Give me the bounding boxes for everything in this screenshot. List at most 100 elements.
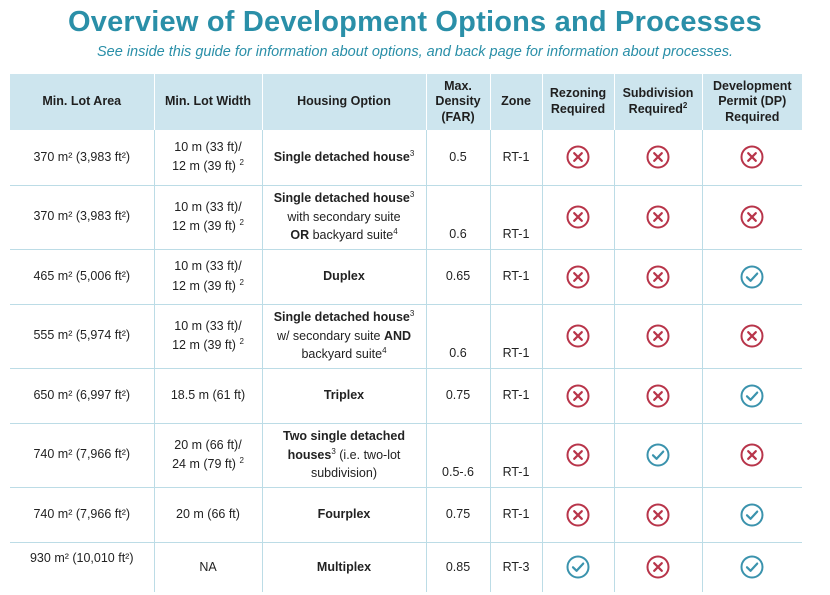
- cell-subdivision: [614, 130, 703, 186]
- table-row: 740 m² (7,966 ft²) 20 m (66 ft) Fourplex…: [10, 487, 802, 543]
- header-min-lot-area: Min. Lot Area: [10, 74, 155, 130]
- check-circle-icon: [646, 443, 670, 467]
- check-circle-icon: [566, 555, 590, 579]
- x-circle-icon: [740, 205, 764, 229]
- header-housing-option: Housing Option: [262, 74, 427, 130]
- check-circle-icon: [740, 384, 764, 408]
- cell-zone: RT-3: [490, 542, 543, 592]
- cell-min-lot-width: 20 m (66 ft)/24 m (79 ft) 2: [154, 423, 263, 488]
- cell-rezoning: [542, 368, 615, 424]
- table-row: 370 m² (3,983 ft²) 10 m (33 ft)/12 m (39…: [10, 185, 802, 250]
- check-circle-icon: [740, 555, 764, 579]
- table-row: 555 m² (5,974 ft²) 10 m (33 ft)/12 m (39…: [10, 304, 802, 369]
- cell-housing-option: Single detached house3 w/ secondary suite…: [262, 304, 427, 369]
- cell-housing-option: Duplex: [262, 249, 427, 305]
- cell-subdivision: [614, 368, 703, 424]
- cell-dp: [702, 249, 802, 305]
- check-circle-icon: [740, 503, 764, 527]
- cell-rezoning: [542, 487, 615, 543]
- x-circle-icon: [646, 265, 670, 289]
- cell-zone: RT-1: [490, 185, 543, 250]
- cell-max-density: 0.6: [426, 185, 491, 250]
- cell-housing-option: Fourplex: [262, 487, 427, 543]
- cell-dp: [702, 304, 802, 369]
- cell-rezoning: [542, 130, 615, 186]
- cell-zone: RT-1: [490, 368, 543, 424]
- x-circle-icon: [646, 145, 670, 169]
- header-zone: Zone: [490, 74, 543, 130]
- page-subtitle: See inside this guide for information ab…: [97, 44, 733, 60]
- cell-dp: [702, 368, 802, 424]
- cell-min-lot-width: 10 m (33 ft)/12 m (39 ft) 2: [154, 185, 263, 250]
- x-circle-icon: [566, 503, 590, 527]
- x-circle-icon: [740, 324, 764, 348]
- cell-min-lot-width: 10 m (33 ft)/12 m (39 ft) 2: [154, 130, 263, 186]
- header-max-density: Max. Density (FAR): [426, 74, 491, 130]
- check-circle-icon: [740, 265, 764, 289]
- x-circle-icon: [646, 205, 670, 229]
- cell-min-lot-area: 555 m² (5,974 ft²): [10, 304, 155, 369]
- cell-min-lot-width: 10 m (33 ft)/12 m (39 ft) 2: [154, 249, 263, 305]
- cell-subdivision: [614, 423, 703, 488]
- cell-subdivision: [614, 185, 703, 250]
- cell-min-lot-area: 650 m² (6,997 ft²): [10, 368, 155, 424]
- cell-rezoning: [542, 249, 615, 305]
- cell-dp: [702, 423, 802, 488]
- cell-dp: [702, 185, 802, 250]
- x-circle-icon: [566, 324, 590, 348]
- cell-min-lot-area: 930 m² (10,010 ft²): [10, 542, 155, 592]
- header-subdivision-required: Subdivision Required2: [614, 74, 703, 130]
- cell-zone: RT-1: [490, 423, 543, 488]
- cell-subdivision: [614, 487, 703, 543]
- cell-max-density: 0.75: [426, 487, 491, 543]
- header-min-lot-width: Min. Lot Width: [154, 74, 263, 130]
- cell-dp: [702, 130, 802, 186]
- cell-min-lot-width: 10 m (33 ft)/12 m (39 ft) 2: [154, 304, 263, 369]
- x-circle-icon: [566, 145, 590, 169]
- table-header-row: Min. Lot Area Min. Lot Width Housing Opt…: [10, 74, 802, 130]
- options-table: Min. Lot Area Min. Lot Width Housing Opt…: [10, 74, 802, 592]
- cell-min-lot-area: 370 m² (3,983 ft²): [10, 185, 155, 250]
- cell-zone: RT-1: [490, 304, 543, 369]
- cell-housing-option: Single detached house3: [262, 130, 427, 186]
- x-circle-icon: [566, 443, 590, 467]
- cell-housing-option: Multiplex: [262, 542, 427, 592]
- cell-zone: RT-1: [490, 130, 543, 186]
- cell-min-lot-area: 370 m² (3,983 ft²): [10, 130, 155, 186]
- cell-max-density: 0.75: [426, 368, 491, 424]
- x-circle-icon: [740, 443, 764, 467]
- cell-max-density: 0.85: [426, 542, 491, 592]
- cell-min-lot-width: NA: [154, 542, 263, 592]
- x-circle-icon: [646, 555, 670, 579]
- page-title: Overview of Development Options and Proc…: [68, 6, 762, 38]
- table-row: 370 m² (3,983 ft²) 10 m (33 ft)/12 m (39…: [10, 130, 802, 186]
- cell-rezoning: [542, 304, 615, 369]
- cell-rezoning: [542, 423, 615, 488]
- cell-max-density: 0.65: [426, 249, 491, 305]
- cell-housing-option: Single detached house3 with secondary sui…: [262, 185, 427, 250]
- cell-min-lot-area: 740 m² (7,966 ft²): [10, 423, 155, 488]
- header-dp-required: Development Permit (DP) Required: [702, 74, 802, 130]
- cell-rezoning: [542, 185, 615, 250]
- cell-subdivision: [614, 304, 703, 369]
- cell-dp: [702, 542, 802, 592]
- cell-zone: RT-1: [490, 249, 543, 305]
- cell-housing-option: Triplex: [262, 368, 427, 424]
- x-circle-icon: [646, 503, 670, 527]
- cell-min-lot-area: 740 m² (7,966 ft²): [10, 487, 155, 543]
- cell-zone: RT-1: [490, 487, 543, 543]
- table-row: 740 m² (7,966 ft²) 20 m (66 ft)/24 m (79…: [10, 423, 802, 488]
- header-rezoning-required: Rezoning Required: [542, 74, 615, 130]
- cell-dp: [702, 487, 802, 543]
- x-circle-icon: [646, 324, 670, 348]
- table-row: 650 m² (6,997 ft²) 18.5 m (61 ft) Triple…: [10, 368, 802, 424]
- cell-min-lot-width: 18.5 m (61 ft): [154, 368, 263, 424]
- cell-min-lot-area: 465 m² (5,006 ft²): [10, 249, 155, 305]
- table-row: 930 m² (10,010 ft²) NA Multiplex 0.85 RT…: [10, 542, 802, 592]
- table-row: 465 m² (5,006 ft²) 10 m (33 ft)/12 m (39…: [10, 249, 802, 305]
- x-circle-icon: [566, 205, 590, 229]
- x-circle-icon: [566, 265, 590, 289]
- cell-max-density: 0.6: [426, 304, 491, 369]
- cell-min-lot-width: 20 m (66 ft): [154, 487, 263, 543]
- cell-housing-option: Two single detached houses3 (i.e. two-lot…: [262, 423, 427, 488]
